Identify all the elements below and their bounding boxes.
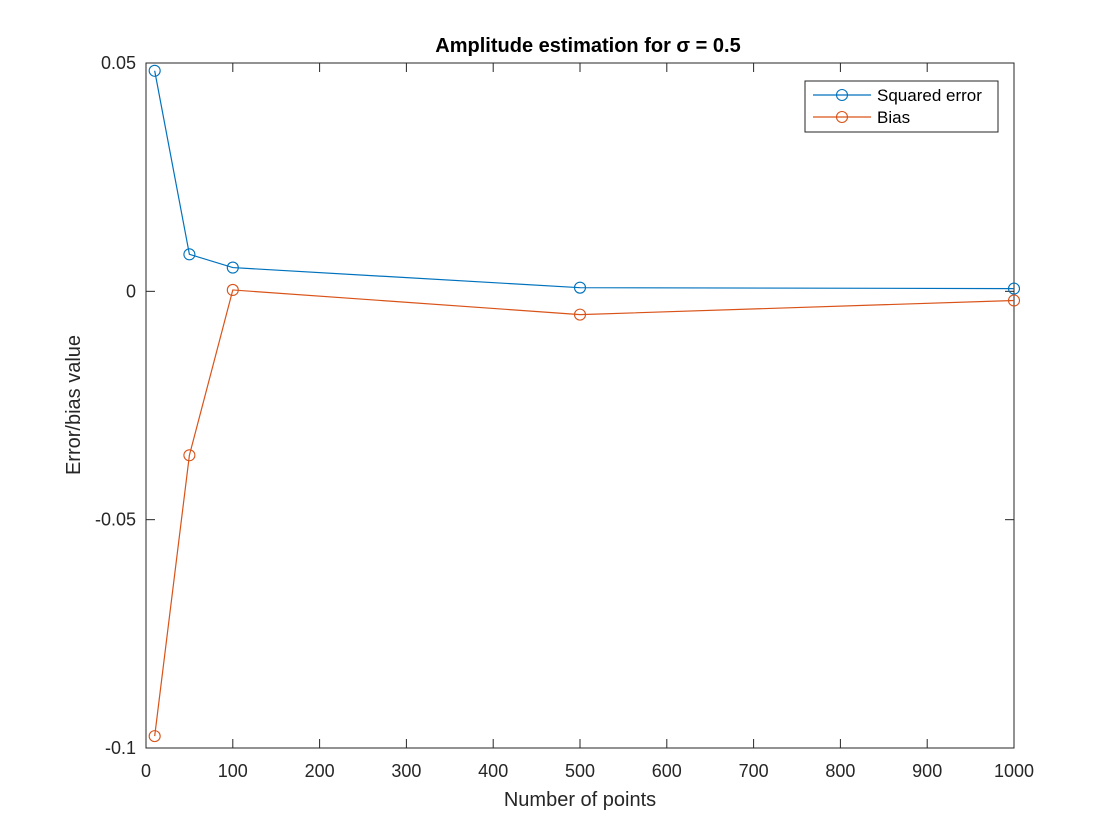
legend: Squared error Bias (804, 80, 999, 133)
series-line-squared-error (154, 70, 1015, 290)
data-point-bias (183, 449, 196, 462)
x-tick-label: 1000 (994, 761, 1034, 781)
x-axis-title: Number of points (504, 789, 656, 811)
data-point-bias (1007, 294, 1021, 307)
data-point-squared-error (1007, 282, 1021, 295)
legend-marker-squared-error (835, 88, 849, 102)
x-tick-label: 500 (565, 761, 595, 781)
x-tick-label: 200 (305, 761, 335, 781)
y-tick-label: 0 (126, 281, 136, 301)
legend-box (804, 80, 999, 133)
x-tick-label: 100 (218, 761, 248, 781)
x-tick-label: 400 (478, 761, 508, 781)
y-tick-label: 0.05 (101, 53, 136, 73)
legend-marker-bias (835, 110, 849, 124)
plot-area: 0 100 200 300 400 500 600 700 800 900 1000 -0.1 -0.0… (95, 53, 1034, 781)
y-tick-label: -0.1 (105, 738, 136, 758)
series-line-bias (154, 289, 1015, 737)
x-tick-label: 800 (825, 761, 855, 781)
x-tick-label: 300 (391, 761, 421, 781)
x-tick-label: 600 (652, 761, 682, 781)
legend-label-squared-error: Squared error (877, 86, 982, 105)
y-axis-title: Error/bias value (63, 335, 85, 475)
data-point-bias (226, 283, 239, 297)
x-tick-label: 900 (912, 761, 942, 781)
data-point-squared-error (573, 281, 587, 294)
data-point-bias (573, 308, 587, 321)
data-point-squared-error (226, 261, 239, 274)
data-point-bias (148, 730, 161, 743)
y-tick-label: -0.05 (95, 510, 136, 530)
x-tick-label: 700 (739, 761, 769, 781)
data-point-squared-error (148, 64, 161, 77)
data-point-squared-error (183, 248, 196, 261)
axes-box (145, 62, 1015, 749)
x-tick-label: 0 (141, 761, 151, 781)
chart-title: Amplitude estimation for σ = 0.5 (435, 35, 740, 57)
legend-label-bias: Bias (877, 108, 910, 127)
